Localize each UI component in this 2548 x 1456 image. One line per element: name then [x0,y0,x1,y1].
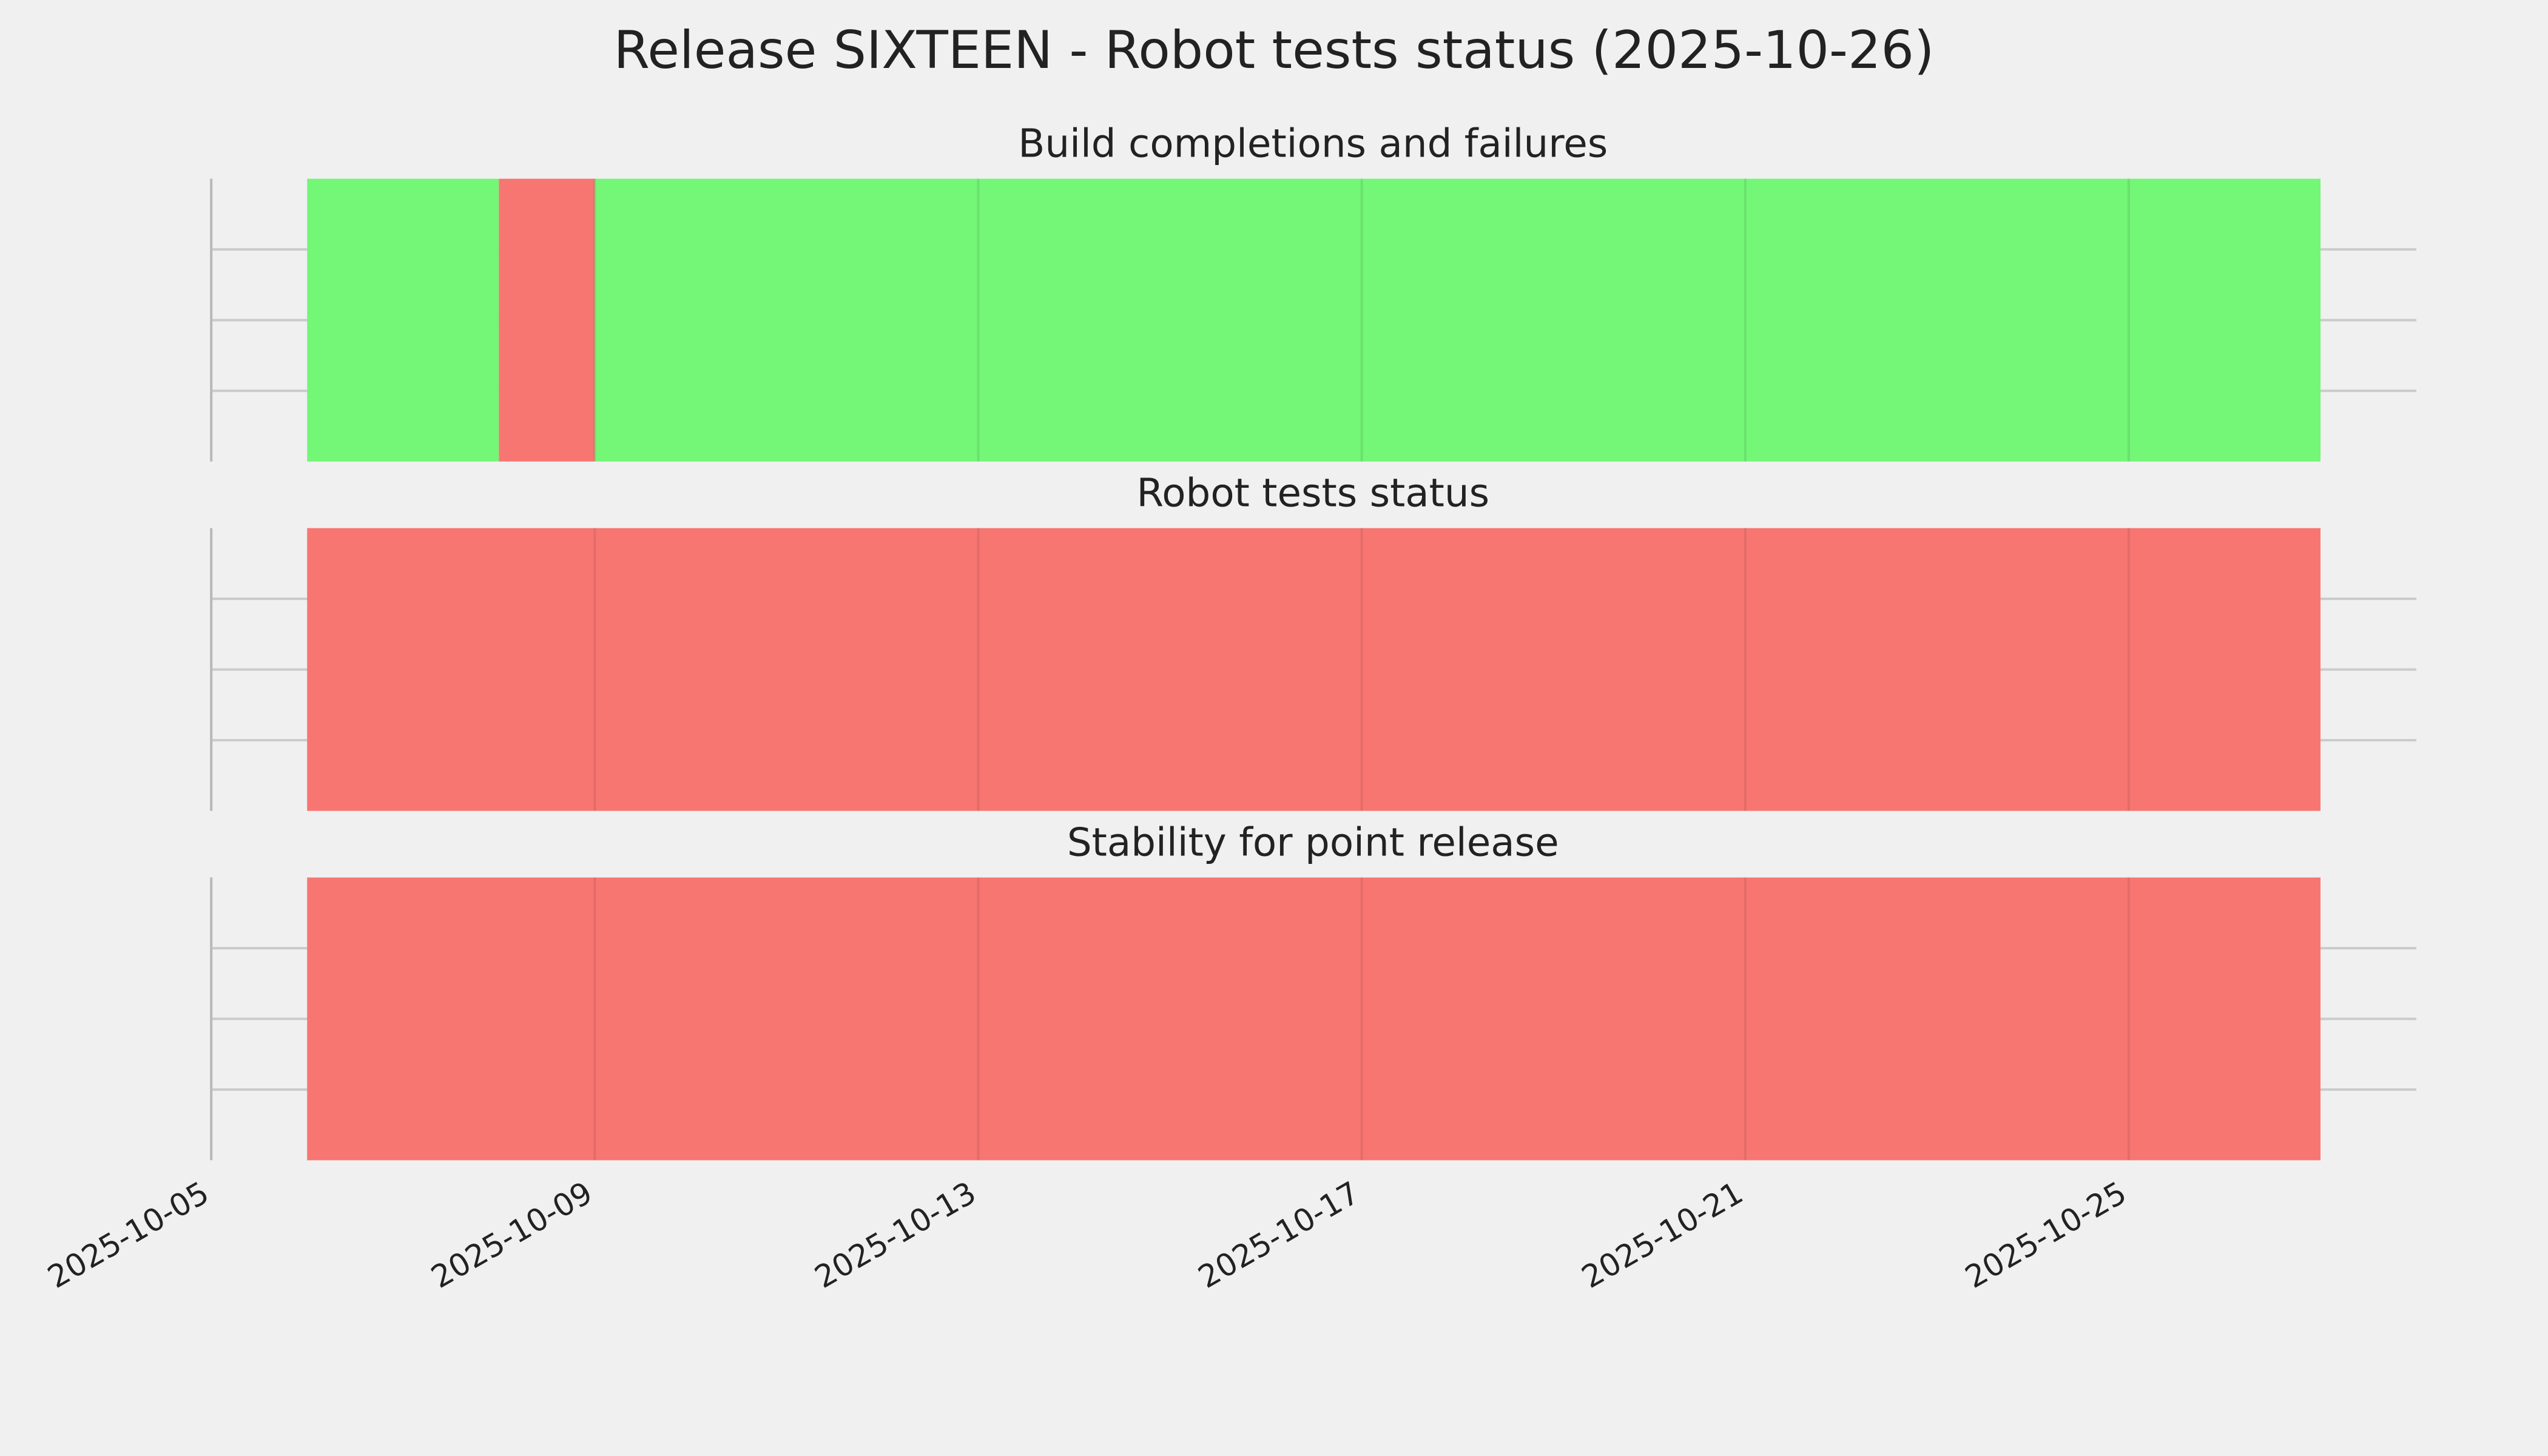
status-segment [595,178,2320,462]
x-tick-label: 2025-10-05 [42,1175,215,1296]
status-segment [307,877,2320,1161]
status-segment [307,528,2320,811]
panel-title: Build completions and failures [1018,121,1608,167]
x-tick-label: 2025-10-13 [809,1175,982,1296]
x-tick-label: 2025-10-25 [1960,1175,2133,1296]
chart-title: Release SIXTEEN - Robot tests status (20… [614,20,1935,81]
panel-title: Robot tests status [1136,471,1489,516]
status-segment [307,178,499,462]
x-tick-label: 2025-10-21 [1576,1175,1750,1296]
panel-title: Stability for point release [1067,820,1559,865]
x-tick-label: 2025-10-09 [425,1175,599,1296]
status-segment [499,178,595,462]
x-tick-label: 2025-10-17 [1193,1175,1366,1296]
